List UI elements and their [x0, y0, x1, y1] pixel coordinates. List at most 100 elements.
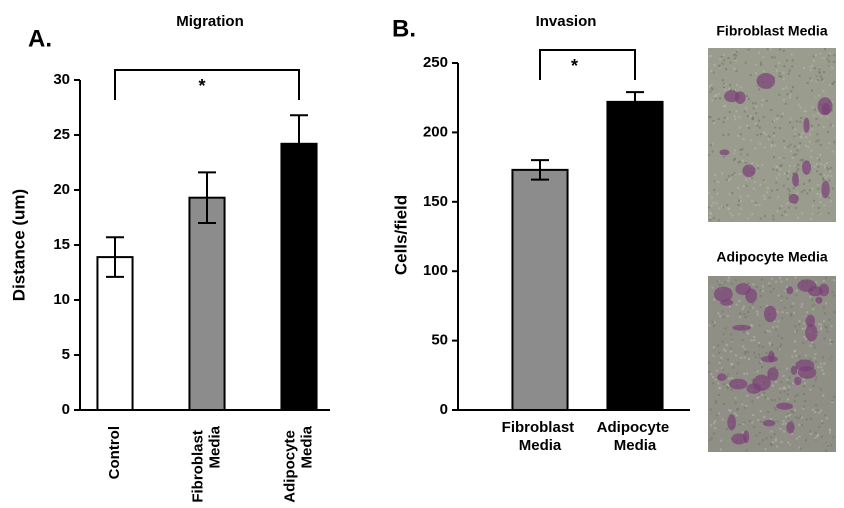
texture: [802, 342, 804, 344]
texture: [810, 156, 812, 158]
texture: [711, 88, 713, 90]
texture: [751, 177, 753, 179]
texture: [730, 212, 732, 214]
texture: [716, 280, 718, 282]
texture: [764, 198, 766, 200]
texture: [795, 277, 797, 279]
texture: [739, 161, 741, 163]
texture: [823, 320, 825, 322]
texture: [740, 149, 742, 151]
texture: [728, 179, 730, 181]
texture: [714, 420, 716, 422]
y-tick-label: 20: [53, 181, 70, 198]
texture: [823, 126, 825, 128]
texture: [820, 75, 822, 77]
texture: [720, 449, 722, 451]
texture: [718, 412, 720, 414]
texture: [754, 181, 756, 183]
texture: [723, 86, 725, 88]
texture: [736, 409, 738, 411]
texture: [802, 328, 804, 330]
texture: [710, 373, 712, 375]
texture: [746, 95, 748, 97]
texture: [754, 147, 756, 149]
texture: [739, 312, 741, 314]
texture: [786, 368, 788, 370]
texture: [786, 202, 788, 204]
texture: [790, 313, 792, 315]
texture: [798, 424, 800, 426]
texture: [803, 393, 805, 395]
texture: [821, 79, 823, 81]
texture: [794, 330, 796, 332]
texture: [709, 439, 711, 441]
texture: [755, 122, 757, 124]
texture: [812, 385, 814, 387]
texture: [774, 399, 776, 401]
texture: [810, 418, 812, 420]
texture: [819, 53, 821, 55]
texture: [829, 52, 831, 54]
texture: [803, 189, 805, 191]
texture: [826, 162, 828, 164]
cell: [717, 373, 727, 380]
texture: [723, 54, 725, 56]
texture: [731, 377, 733, 379]
chart-title: Migration: [176, 13, 244, 30]
texture: [751, 421, 753, 423]
texture: [787, 441, 789, 443]
texture: [829, 339, 831, 341]
texture: [771, 144, 773, 146]
texture: [743, 185, 745, 187]
texture: [820, 115, 822, 117]
texture: [770, 436, 772, 438]
y-tick-label: 200: [423, 123, 448, 140]
texture: [761, 394, 763, 396]
texture: [819, 193, 821, 195]
texture: [830, 124, 832, 126]
texture: [719, 315, 721, 317]
texture: [748, 358, 750, 360]
significance-bracket: [115, 70, 299, 100]
texture: [791, 356, 793, 358]
texture: [787, 398, 789, 400]
texture: [766, 352, 768, 354]
texture: [794, 409, 796, 411]
texture: [752, 307, 754, 309]
texture: [750, 74, 752, 76]
texture: [786, 93, 788, 95]
texture: [774, 127, 776, 129]
texture: [810, 69, 812, 71]
cell: [745, 289, 757, 304]
chart-title: Invasion: [536, 13, 597, 30]
texture: [728, 377, 730, 379]
texture: [782, 387, 784, 389]
texture: [730, 363, 732, 365]
texture: [711, 205, 713, 207]
panel-label: A.: [28, 25, 52, 52]
texture: [831, 401, 833, 403]
texture: [811, 128, 813, 130]
texture: [785, 423, 787, 425]
texture: [779, 391, 781, 393]
texture: [787, 188, 789, 190]
texture: [828, 212, 830, 214]
texture: [719, 387, 721, 389]
texture: [788, 193, 790, 195]
texture: [829, 428, 831, 430]
texture: [809, 141, 811, 143]
texture: [819, 196, 821, 198]
texture: [769, 330, 771, 332]
texture: [719, 58, 721, 60]
texture: [708, 192, 710, 194]
y-tick-label: 30: [53, 71, 70, 88]
texture: [816, 193, 818, 195]
texture: [818, 323, 820, 325]
texture: [783, 50, 785, 52]
texture: [734, 172, 736, 174]
texture: [723, 105, 725, 107]
texture: [792, 411, 794, 413]
texture: [777, 421, 779, 423]
texture: [795, 207, 797, 209]
texture: [739, 195, 741, 197]
